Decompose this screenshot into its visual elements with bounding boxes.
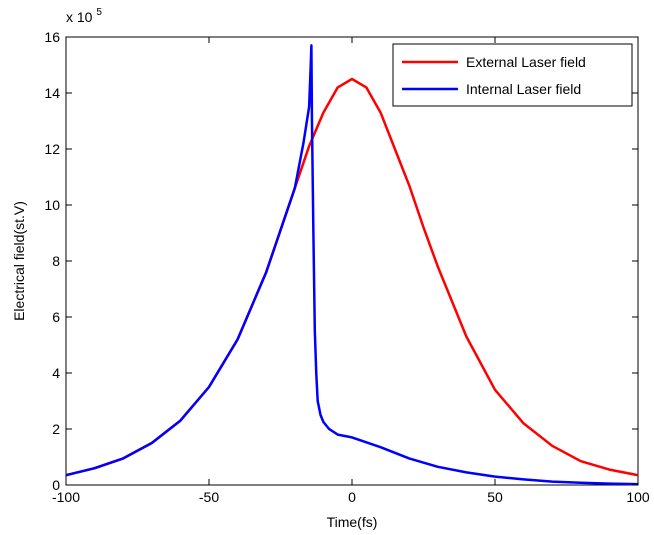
y-tick-label: 4 [52,365,60,381]
x-axis-label: Time(fs) [327,514,378,530]
legend: External Laser field Internal Laser fiel… [392,43,633,107]
y-tick-label: 16 [44,29,60,45]
ticks-group [65,36,639,486]
series-group [65,44,639,486]
series-line-1 [65,44,639,486]
y-multiplier-exponent: 5 [96,7,102,18]
tick-labels-group: -100 -50 0 50 100 0 2 4 6 8 10 12 14 16 [44,29,649,505]
plot-area [65,36,639,486]
x-tick-label: -100 [52,489,80,505]
legend-label-external: External Laser field [466,54,586,70]
x-tick-label: 100 [626,489,650,505]
y-tick-label: 12 [44,141,60,157]
y-tick-label: 14 [44,85,60,101]
y-tick-label: 10 [44,197,60,213]
x-tick-label: 50 [487,489,503,505]
y-tick-label: 6 [52,309,60,325]
x-tick-label: -50 [199,489,219,505]
y-tick-label: 8 [52,253,60,269]
y-axis-label: Electrical field(st.V) [11,201,27,321]
legend-label-internal: Internal Laser field [466,81,581,97]
x-tick-label: 0 [348,489,356,505]
y-tick-label: 2 [52,421,60,437]
y-tick-label: 0 [52,477,60,493]
legend-box [392,43,633,107]
y-multiplier-base: x 10 [66,9,93,25]
y-multiplier: x 10 5 [66,7,102,25]
